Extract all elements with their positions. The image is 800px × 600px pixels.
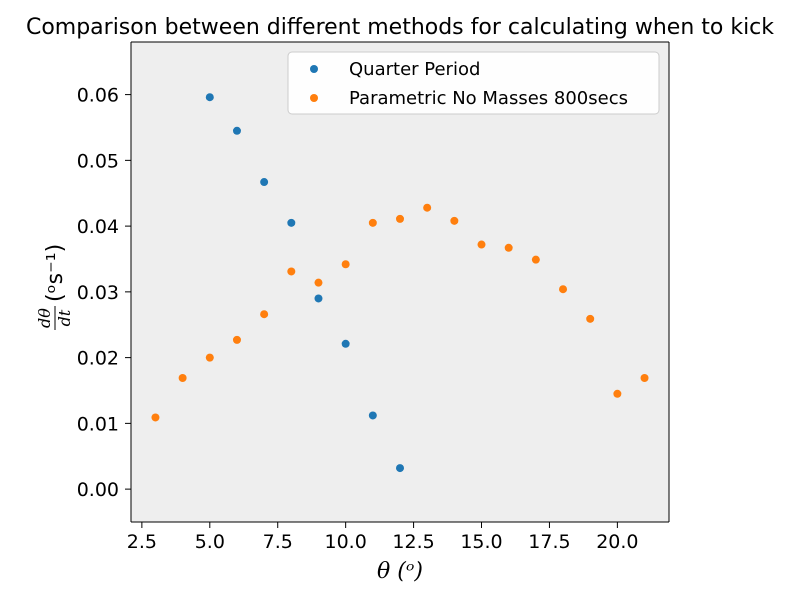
plot-area — [131, 42, 669, 522]
data-point-series-1 — [341, 339, 350, 348]
data-point-series-1 — [314, 294, 323, 303]
y-ticks: 0.00 0.01 0.02 0.03 0.04 0.05 0.06 — [77, 85, 131, 501]
x-tick-label: 10.0 — [325, 531, 367, 553]
data-points — [151, 93, 649, 473]
y-tick-label: 0.04 — [77, 216, 119, 238]
x-tick-label: 12.5 — [392, 531, 434, 553]
data-point-series-2 — [396, 214, 404, 223]
data-point-series-1 — [205, 93, 214, 102]
x-tick-label: 2.5 — [127, 531, 157, 553]
legend-marker-series-1 — [310, 65, 318, 73]
x-tick-label: 5.0 — [195, 531, 225, 553]
legend-box — [287, 51, 660, 115]
data-point-series-2 — [531, 255, 540, 264]
y-tick-label: 0.02 — [77, 348, 119, 370]
data-point-series-2 — [341, 260, 350, 269]
legend: Quarter Period Parametric No Masses 800se… — [287, 51, 660, 115]
x-tick-label: 17.5 — [528, 531, 570, 553]
y-tick-label: 0.01 — [77, 413, 119, 435]
data-point-series-2 — [504, 243, 513, 252]
data-point-series-1 — [260, 178, 269, 187]
data-point-series-2 — [368, 218, 377, 227]
y-axis-label-denominator: dt — [55, 309, 74, 326]
data-point-series-1 — [396, 464, 404, 473]
data-point-series-2 — [314, 278, 323, 287]
y-tick-label: 0.03 — [77, 282, 119, 304]
data-point-series-2 — [559, 285, 568, 294]
y-axis-label: dθ dt (ᵒs⁻¹) — [35, 244, 74, 330]
data-point-series-2 — [260, 310, 269, 319]
data-point-series-1 — [287, 218, 296, 227]
data-point-series-2 — [178, 374, 187, 382]
x-tick-label: 15.0 — [460, 531, 502, 553]
chart-title: Comparison between different methods for… — [26, 15, 774, 40]
legend-label-series-2: Parametric No Masses 800secs — [349, 88, 628, 109]
data-point-series-2 — [586, 314, 595, 323]
data-point-series-2 — [450, 216, 459, 225]
x-axis-label: θ (ᵒ) — [377, 559, 423, 584]
y-tick-label: 0.06 — [77, 85, 119, 107]
data-point-series-2 — [205, 353, 214, 362]
y-axis-label-units: (ᵒs⁻¹) — [43, 244, 68, 302]
data-point-series-2 — [477, 240, 486, 249]
legend-label-series-1: Quarter Period — [349, 59, 480, 80]
y-tick-label: 0.00 — [77, 479, 119, 501]
data-point-series-2 — [232, 335, 241, 344]
legend-marker-series-2 — [310, 94, 318, 102]
x-ticks: 2.5 5.0 7.5 10.0 12.5 15.0 17.5 20.0 — [127, 522, 639, 553]
data-point-series-1 — [232, 126, 241, 135]
data-point-series-2 — [423, 203, 432, 212]
axes — [130, 41, 670, 523]
data-point-series-2 — [613, 389, 622, 398]
y-tick-label: 0.05 — [77, 150, 119, 172]
x-tick-label: 20.0 — [596, 531, 638, 553]
data-point-series-2 — [640, 374, 649, 382]
y-axis-label-numerator: dθ — [35, 308, 54, 328]
data-point-series-1 — [368, 411, 377, 420]
data-point-series-2 — [287, 267, 296, 276]
x-tick-label: 7.5 — [263, 531, 293, 553]
data-point-series-2 — [151, 413, 160, 422]
